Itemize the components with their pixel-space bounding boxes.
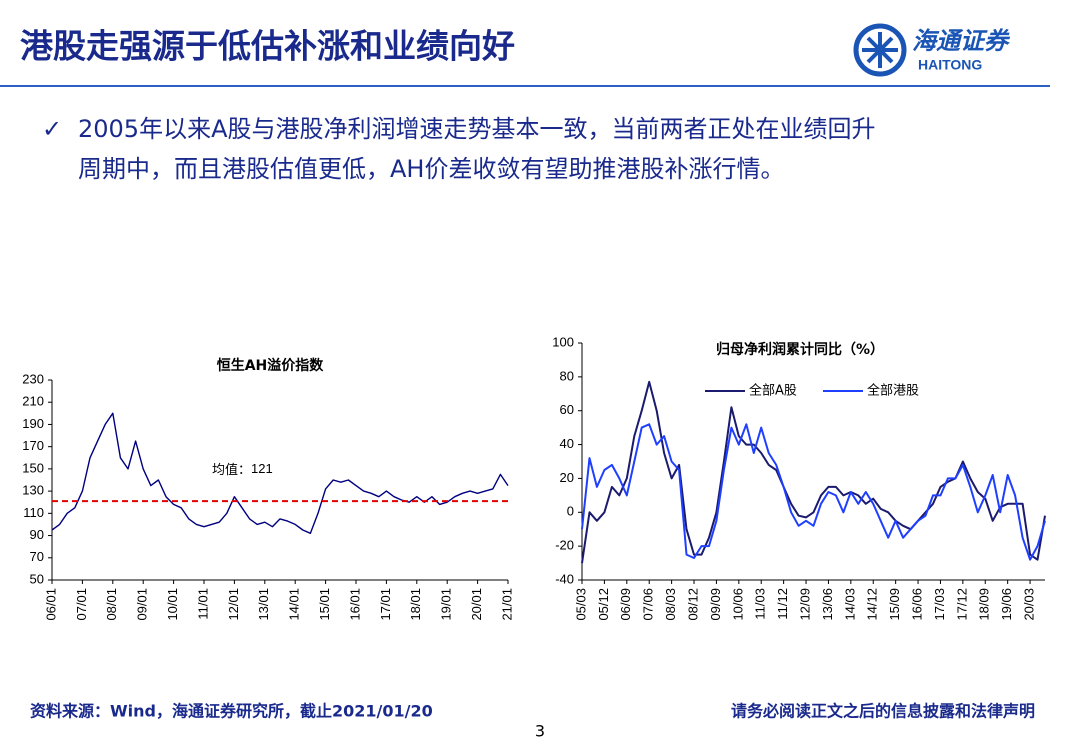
x-tick-label: 17/03	[932, 588, 947, 621]
y-tick-label: 100	[552, 334, 574, 349]
y-tick-label: -20	[555, 538, 574, 553]
x-tick-label: 13/01	[256, 588, 271, 621]
x-tick-label: 06/01	[43, 588, 58, 621]
legend-label: 全部港股	[867, 383, 919, 399]
y-tick-label: 110	[23, 505, 44, 520]
y-tick-label: 170	[22, 438, 44, 453]
source: 资料来源：Wind，海通证券研究所，截止2021/01/20	[30, 702, 433, 721]
x-tick-label: 16/06	[909, 588, 924, 621]
x-tick-label: 11/03	[753, 588, 768, 620]
bullet-text: 周期中，而且港股估值更低，AH价差收敛有望助推港股补涨行情。	[78, 155, 784, 183]
x-tick-label: 13/06	[820, 588, 835, 621]
bullet-text: 2005年以来A股与港股净利润增速走势基本一致，当前两者正处在业绩回升	[78, 115, 876, 143]
x-tick-label: 08/01	[104, 588, 119, 621]
mean-label: 均值：	[212, 462, 251, 478]
chart-title: 归母净利润累计同比（%）	[716, 341, 884, 358]
disclaimer: 请务必阅读正文之后的信息披露和法律声明	[731, 702, 1035, 721]
mean-value: 121	[251, 461, 273, 476]
x-tick-label: 19/01	[439, 588, 454, 621]
legend-label: 全部A股	[749, 383, 797, 399]
data-line	[581, 423, 1046, 561]
x-tick-label: 08/12	[685, 588, 700, 621]
y-tick-label: 210	[22, 394, 44, 409]
x-tick-label: 11/12	[775, 588, 790, 620]
bullet-mark: ✓	[42, 115, 62, 143]
x-tick-label: 06/09	[618, 588, 633, 621]
y-tick-label: -40	[555, 571, 574, 586]
slide-title: 港股走强源于低估补涨和业绩向好	[20, 27, 515, 66]
y-tick-label: 230	[22, 371, 44, 386]
logo-cn: 海通证券	[912, 27, 1011, 55]
y-tick-label: 60	[560, 402, 574, 417]
y-tick-label: 90	[30, 527, 44, 542]
x-tick-label: 12/01	[226, 588, 241, 621]
y-tick-label: 80	[560, 368, 574, 383]
y-tick-label: 70	[30, 549, 44, 564]
y-tick-label: 190	[22, 416, 44, 431]
page-number: 3	[535, 722, 545, 741]
x-tick-label: 21/01	[499, 588, 514, 621]
x-tick-label: 16/01	[347, 588, 362, 621]
x-tick-label: 08/03	[663, 588, 678, 621]
y-tick-label: 150	[22, 460, 44, 475]
y-tick-label: 130	[22, 483, 44, 498]
logo-icon	[853, 23, 907, 77]
x-tick-label: 07/01	[74, 588, 89, 621]
x-tick-label: 17/12	[954, 588, 969, 621]
logo-icon	[862, 32, 898, 68]
y-tick-label: 50	[30, 571, 44, 586]
x-tick-label: 18/09	[977, 588, 992, 621]
x-tick-label: 09/01	[135, 588, 150, 621]
y-tick-label: 0	[567, 504, 574, 519]
x-tick-label: 20/01	[469, 588, 484, 621]
x-tick-label: 05/12	[596, 588, 611, 621]
x-tick-label: 10/01	[165, 588, 180, 621]
x-tick-label: 09/09	[708, 588, 723, 621]
logo: 海通证券 HAITONG	[853, 23, 1011, 77]
x-tick-label: 14/03	[842, 588, 857, 621]
y-tick-label: 20	[560, 470, 574, 485]
x-tick-label: 11/01	[195, 588, 210, 620]
data-line	[51, 412, 509, 534]
x-tick-label: 18/01	[408, 588, 423, 621]
logo-en: HAITONG	[918, 57, 982, 73]
x-tick-label: 05/03	[573, 588, 588, 621]
chart-title: 恒生AH溢价指数	[217, 357, 325, 374]
data-line	[581, 380, 1046, 564]
y-tick-label: 40	[560, 436, 574, 451]
x-tick-label: 15/01	[317, 588, 332, 621]
x-tick-label: 17/01	[378, 588, 393, 621]
x-tick-label: 19/06	[999, 588, 1014, 621]
x-tick-label: 07/06	[641, 588, 656, 621]
x-tick-label: 14/12	[865, 588, 880, 621]
x-tick-label: 12/09	[797, 588, 812, 621]
x-tick-label: 10/06	[730, 588, 745, 621]
x-tick-label: 20/03	[1022, 588, 1037, 621]
x-tick-label: 14/01	[287, 588, 302, 621]
mean-annotation: 均值：121	[212, 461, 273, 477]
x-tick-label: 15/09	[887, 588, 902, 621]
